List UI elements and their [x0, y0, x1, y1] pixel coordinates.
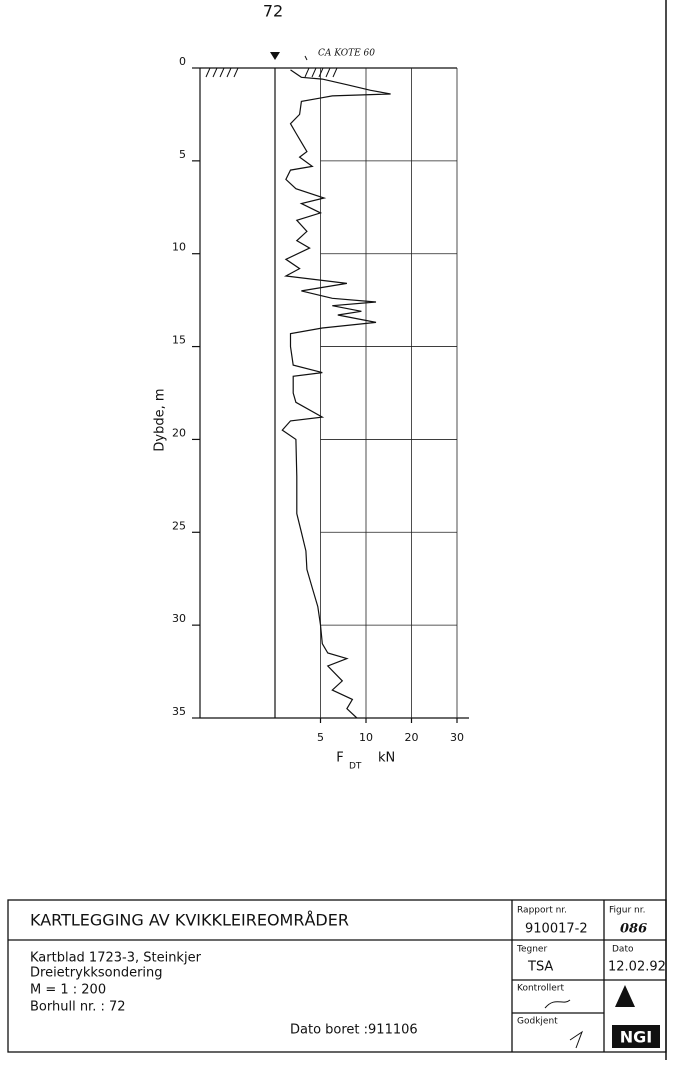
y-axis-label: Dybde, m — [153, 388, 168, 451]
page-number: 72 — [263, 2, 283, 21]
x-axis-unit: kN — [378, 751, 395, 766]
drill-date: Dato boret :911106 — [290, 1023, 418, 1038]
project-title: KARTLEGGING AV KVIKKLEIREOMRÅDER — [30, 911, 349, 930]
annotation: CA KOTE 60 — [318, 49, 375, 59]
x-axis-label: F — [336, 751, 343, 766]
x-tick-label: 5 — [317, 731, 324, 744]
logo-tree — [615, 985, 635, 1007]
drawn-by: TSA — [527, 960, 553, 975]
drawn-label: Tegner — [516, 945, 547, 955]
figure-number: 086 — [620, 922, 647, 937]
y-tick-label: 30 — [172, 612, 186, 625]
title-block — [7, 899, 667, 1053]
approved-label: Godkjent — [517, 1017, 558, 1027]
x-axis-label-sub: DT — [349, 762, 362, 772]
y-tick-label: 10 — [172, 241, 186, 254]
figure-label: Figur nr. — [609, 906, 645, 916]
date-label: Dato — [612, 945, 634, 955]
report-number: 910017-2 — [525, 922, 588, 937]
y-tick-label: 5 — [179, 148, 186, 161]
y-tick-label: 20 — [172, 426, 186, 439]
x-tick-label: 30 — [450, 731, 464, 744]
map-sheet: Kartblad 1723-3, Steinkjer — [30, 951, 202, 966]
logo-box — [612, 1025, 660, 1048]
signature — [544, 999, 584, 1049]
y-tick-label: 15 — [172, 334, 186, 347]
x-tick-label: 20 — [405, 731, 419, 744]
water-symbol — [270, 52, 280, 60]
borehole: Borhull nr. : 72 — [30, 1000, 126, 1015]
logo-text: NGI — [620, 1028, 652, 1047]
y-tick-label: 0 — [179, 55, 186, 68]
scale: M = 1 : 200 — [30, 983, 106, 998]
date: 12.02.92 — [608, 960, 666, 975]
checked-label: Kontrollert — [517, 984, 564, 994]
method: Dreietrykksondering — [30, 966, 163, 981]
x-tick-label: 10 — [359, 731, 373, 744]
annotation-tick — [304, 55, 308, 61]
report-label: Rapport nr. — [517, 906, 567, 916]
y-tick-label: 35 — [172, 705, 186, 718]
y-tick-label: 25 — [172, 519, 186, 532]
sounding-curve — [281, 69, 391, 719]
